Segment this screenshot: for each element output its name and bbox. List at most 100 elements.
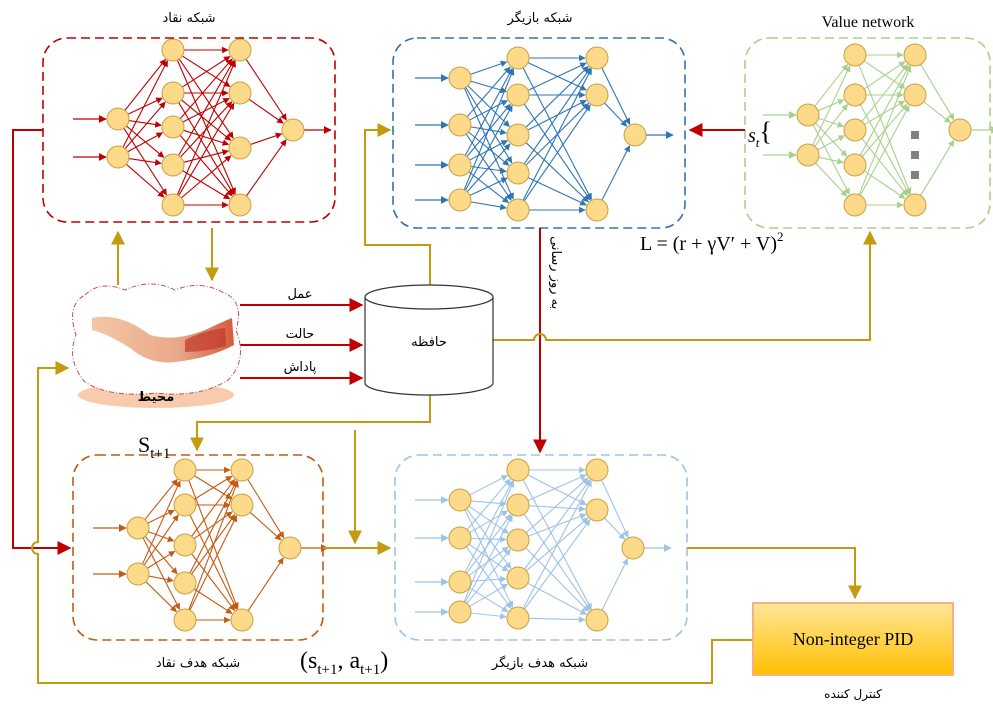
next-state-base: S <box>138 432 150 457</box>
ellipsis-dot <box>911 151 919 159</box>
edge <box>142 480 181 565</box>
edge <box>176 60 236 196</box>
critic-title: شبکه نقاد <box>162 11 215 26</box>
neuron <box>585 46 609 70</box>
neuron <box>506 493 530 517</box>
neuron <box>506 528 530 552</box>
edge <box>920 64 955 121</box>
edge <box>188 480 239 610</box>
neuron <box>281 118 305 142</box>
edge <box>523 513 591 611</box>
neuron <box>796 143 820 167</box>
edge <box>123 127 167 196</box>
neuron <box>161 81 185 105</box>
neuron <box>230 608 254 632</box>
edge <box>818 117 845 128</box>
neuron <box>173 533 197 557</box>
memory-label: حافظه <box>411 335 447 350</box>
edge <box>466 548 511 604</box>
edge <box>128 158 162 166</box>
neuron <box>173 608 197 632</box>
edge <box>124 101 166 150</box>
neuron <box>506 566 530 590</box>
neuron <box>843 193 867 217</box>
edge <box>923 101 952 124</box>
edge <box>863 61 906 90</box>
neuron <box>173 571 197 595</box>
edge <box>148 531 175 543</box>
edge <box>864 100 906 125</box>
edge <box>601 67 631 125</box>
neuron <box>448 113 472 137</box>
neuron <box>278 536 302 560</box>
edge <box>122 60 169 148</box>
edge <box>469 140 508 161</box>
target-actor-box <box>394 454 688 641</box>
neuron <box>173 493 197 517</box>
edge <box>469 475 508 496</box>
edge <box>124 58 166 111</box>
pair-mid: , a <box>337 648 360 674</box>
edge <box>145 581 177 613</box>
edge <box>920 139 955 196</box>
connectors <box>12 123 877 684</box>
edge <box>527 474 587 502</box>
edge <box>464 514 513 603</box>
connector <box>190 395 431 452</box>
signal-label: حالت <box>286 327 315 342</box>
edge <box>463 68 515 191</box>
next-state-sub: t+1 <box>150 446 170 462</box>
neuron <box>903 83 927 107</box>
edge <box>464 104 513 191</box>
edge <box>817 135 845 151</box>
edge <box>144 536 178 575</box>
edge <box>818 156 844 165</box>
neuron <box>903 43 927 67</box>
edge <box>468 546 509 576</box>
pair-sub: t+1 <box>317 662 337 678</box>
neuron <box>161 115 185 139</box>
edge <box>601 479 629 538</box>
connector <box>31 361 753 684</box>
controller-box <box>752 602 954 676</box>
edge <box>194 475 233 500</box>
edge <box>814 63 849 107</box>
neuron <box>585 198 609 222</box>
neuron <box>506 458 530 482</box>
edge <box>469 100 508 121</box>
edge <box>522 480 592 609</box>
connector <box>687 547 862 600</box>
environment: محیط <box>72 283 241 408</box>
edge <box>466 66 511 118</box>
edge <box>527 62 587 91</box>
edge <box>814 103 849 147</box>
networks <box>73 38 993 632</box>
cylinder-top <box>364 284 494 310</box>
connector <box>493 230 877 341</box>
edge <box>468 505 509 534</box>
neuron <box>506 46 530 70</box>
edge <box>250 132 283 145</box>
neuron <box>623 123 647 147</box>
neuron <box>621 536 645 560</box>
neuron <box>796 103 820 127</box>
edge <box>143 514 179 566</box>
connector <box>12 129 72 555</box>
edge <box>144 478 178 520</box>
neuron <box>230 458 254 482</box>
update-label: به روز رسانی <box>548 236 563 309</box>
edge <box>464 480 513 573</box>
neuron <box>448 600 472 624</box>
edge <box>470 201 507 211</box>
target-critic-box <box>72 454 324 641</box>
edge <box>812 65 851 146</box>
edge <box>147 550 176 569</box>
memory: حافظه <box>364 284 494 396</box>
edge <box>469 510 509 534</box>
edge <box>523 104 591 202</box>
edge <box>181 155 232 199</box>
neuron <box>903 193 927 217</box>
edge <box>189 480 238 574</box>
value-input-label: st{ <box>748 117 772 150</box>
